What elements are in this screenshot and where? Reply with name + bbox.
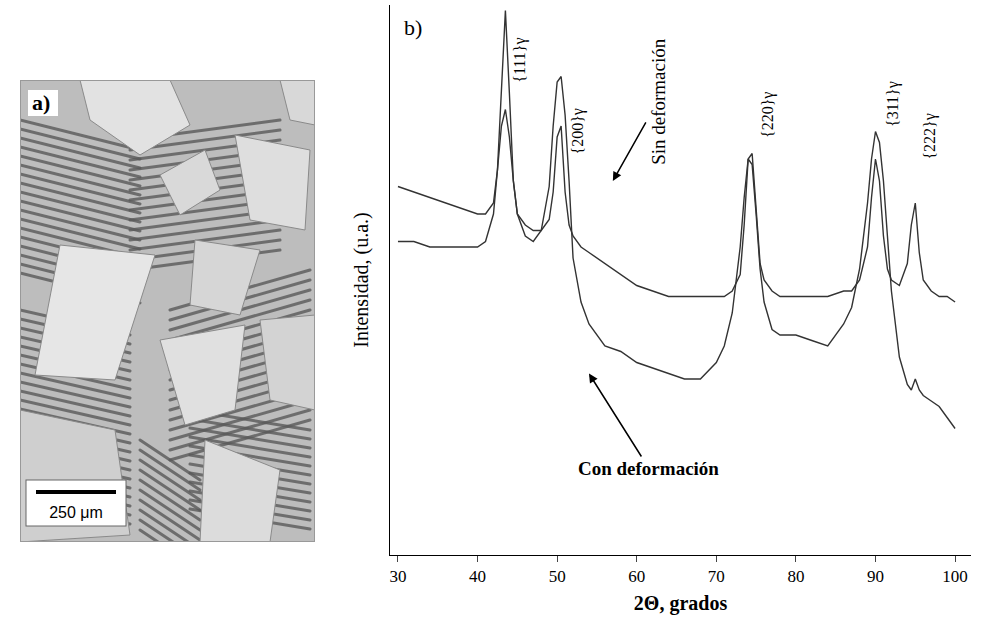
svg-text:250 μm: 250 μm <box>49 504 103 521</box>
svg-text:60: 60 <box>628 567 645 586</box>
svg-text:90: 90 <box>867 567 884 586</box>
svg-text:30: 30 <box>389 567 406 586</box>
svg-text:70: 70 <box>708 567 725 586</box>
svg-text:Intensidad, (u.a.): Intensidad, (u.a.) <box>350 212 373 348</box>
svg-text:{200}γ: {200}γ <box>569 108 587 154</box>
svg-text:{220}γ: {220}γ <box>759 92 777 138</box>
svg-text:40: 40 <box>469 567 486 586</box>
svg-text:{111}γ: {111}γ <box>511 37 529 82</box>
svg-text:b): b) <box>404 15 422 40</box>
svg-text:50: 50 <box>549 567 566 586</box>
svg-text:{311}γ: {311}γ <box>884 81 902 127</box>
svg-text:a): a) <box>32 90 50 115</box>
svg-text:2Θ, grados: 2Θ, grados <box>634 592 728 615</box>
svg-text:{222}γ: {222}γ <box>921 113 939 159</box>
svg-text:100: 100 <box>942 567 968 586</box>
svg-text:Sin deformación: Sin deformación <box>648 38 669 165</box>
svg-text:Con deformación: Con deformación <box>578 458 719 479</box>
svg-text:80: 80 <box>787 567 804 586</box>
